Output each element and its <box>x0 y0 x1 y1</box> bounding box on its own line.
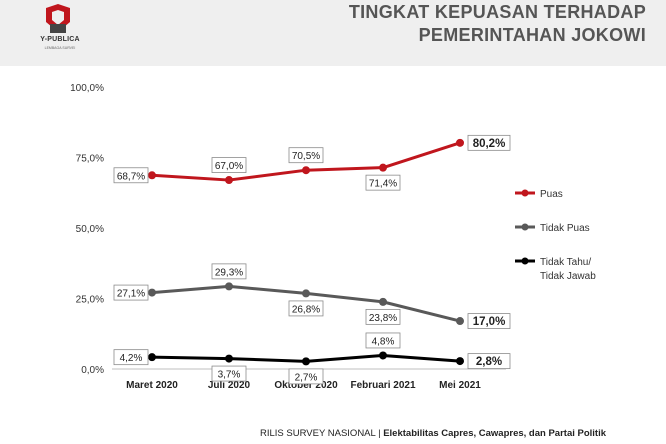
x-tick-label: Juli 2020 <box>208 380 251 391</box>
data-label-box <box>211 365 247 382</box>
header-band: Y-PUBLICA LEMBAGA SURVEI TINGKAT KEPUASA… <box>0 0 666 66</box>
data-point <box>225 176 233 185</box>
data-point <box>456 138 464 147</box>
y-tick-label: 100,0% <box>70 83 104 94</box>
data-label: 27,1% <box>117 289 145 300</box>
data-point <box>302 357 310 366</box>
data-point <box>148 171 156 180</box>
data-label: 70,5% <box>292 151 320 162</box>
data-label-box <box>211 157 247 173</box>
legend-label: Tidak Jawab <box>540 271 596 282</box>
data-label-box <box>467 134 511 151</box>
footer: RILIS SURVEY NASIONAL | Elektabilitas Ca… <box>260 428 606 439</box>
data-label: 2,7% <box>295 372 318 383</box>
data-label-box <box>211 263 247 280</box>
data-point <box>302 166 310 175</box>
data-point <box>225 282 233 291</box>
data-label: 2,8% <box>476 356 502 368</box>
data-label: 26,8% <box>292 304 320 315</box>
data-label-box <box>365 332 401 349</box>
data-label-box <box>288 147 324 164</box>
y-tick-label: 50,0% <box>76 224 104 235</box>
data-label-box <box>113 349 149 366</box>
data-point <box>225 354 233 363</box>
data-label: 80,2% <box>473 138 506 150</box>
data-point <box>379 163 387 172</box>
ypublica-logo-icon <box>46 4 70 33</box>
data-point <box>302 289 310 298</box>
y-tick-label: 25,0% <box>76 295 104 306</box>
y-tick-label: 75,0% <box>76 154 104 165</box>
brand-name: Y-PUBLICA <box>40 36 80 43</box>
data-label: 68,7% <box>117 171 145 182</box>
brand-tagline: LEMBAGA SURVEI <box>44 46 76 50</box>
data-label-box <box>365 308 401 325</box>
data-point <box>379 297 387 306</box>
data-label: 4,8% <box>372 336 395 347</box>
data-label-box <box>113 284 149 301</box>
data-point <box>456 357 464 366</box>
data-point <box>456 317 464 326</box>
data-label-box <box>365 174 401 191</box>
title-line-1: TINGKAT KEPUASAN TERHADAP <box>348 2 646 22</box>
data-label: 4,2% <box>120 353 143 364</box>
title-line-2: PEMERINTAHAN JOKOWI <box>418 25 646 45</box>
data-label: 71,4% <box>369 179 397 190</box>
footer-right: Elektabilitas Capres, Cawapres, dan Part… <box>383 428 607 439</box>
legend-swatch-marker <box>521 189 529 197</box>
data-point <box>148 353 156 362</box>
data-label: 67,0% <box>215 161 243 172</box>
data-label: 3,7% <box>218 370 241 381</box>
data-label: 17,0% <box>473 316 506 328</box>
data-label-box <box>288 300 324 317</box>
legend-label: Tidak Puas <box>540 223 590 234</box>
y-tick-label: 0,0% <box>81 365 104 376</box>
data-point <box>148 288 156 297</box>
legend-label: Tidak Tahu/ <box>540 257 591 268</box>
data-label-box <box>113 167 149 184</box>
footer-left: RILIS SURVEY NASIONAL | <box>260 428 384 439</box>
legend-label: Puas <box>540 189 563 200</box>
x-tick-label: Maret 2020 <box>126 380 178 391</box>
data-label-box <box>288 368 324 385</box>
data-point <box>379 351 387 360</box>
x-tick-label: Mei 2021 <box>439 380 481 391</box>
legend-swatch-marker <box>521 223 529 231</box>
legend-swatch-marker <box>521 257 529 265</box>
x-tick-label: Februari 2021 <box>350 380 415 391</box>
data-label-box <box>467 313 511 329</box>
data-label: 29,3% <box>215 267 243 278</box>
x-tick-label: Oktober 2020 <box>274 380 338 391</box>
data-label-box <box>467 353 511 370</box>
data-label: 23,8% <box>369 313 397 324</box>
